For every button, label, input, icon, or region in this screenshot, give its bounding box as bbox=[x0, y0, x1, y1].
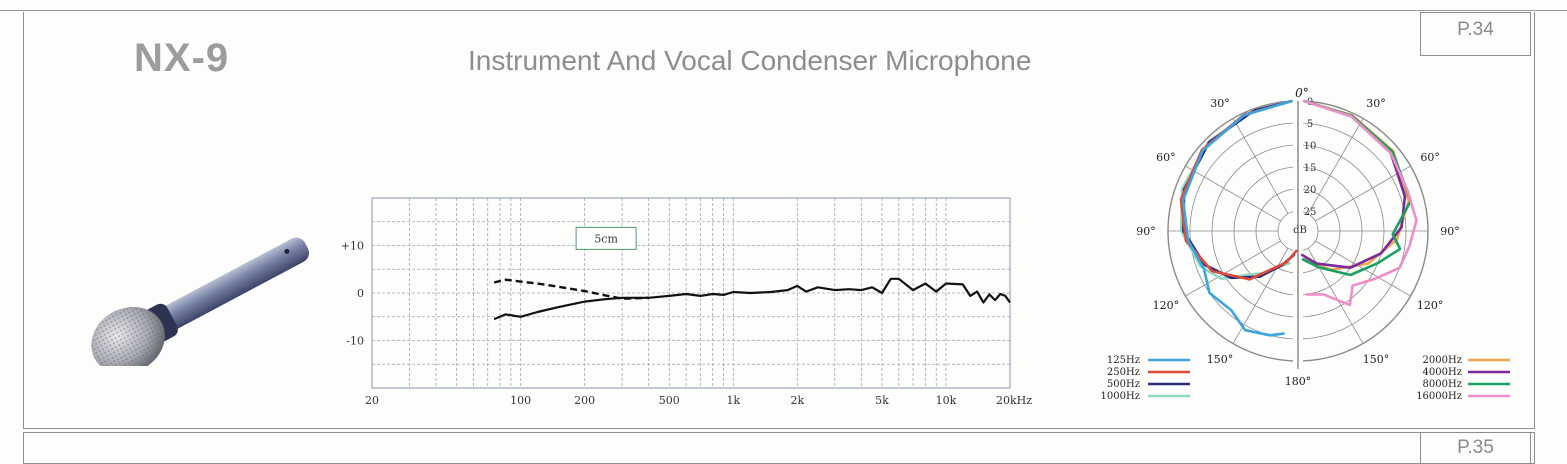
top-rule bbox=[0, 10, 1567, 11]
y-tick-label: 0 bbox=[357, 287, 364, 300]
x-tick-label: 500 bbox=[659, 394, 680, 407]
legend-right-label: 2000Hz bbox=[1423, 355, 1462, 366]
response-curve bbox=[493, 277, 1011, 321]
legend-right-label: 8000Hz bbox=[1423, 379, 1462, 390]
angle-label: 0° bbox=[1295, 86, 1309, 100]
next-page-number-box: P.35 bbox=[1420, 432, 1531, 464]
polar-trace bbox=[1181, 99, 1293, 337]
x-tick-label: 20 bbox=[365, 394, 379, 407]
angle-label: 120° bbox=[1417, 299, 1444, 312]
legend-right-label: 4000Hz bbox=[1423, 367, 1462, 378]
product-panel bbox=[23, 12, 1535, 429]
angle-label: 60° bbox=[1156, 151, 1176, 164]
legend-left-label: 125Hz bbox=[1107, 355, 1140, 366]
x-tick-label: 2k bbox=[790, 394, 804, 407]
x-tick-label: 20kHz bbox=[996, 394, 1032, 407]
polar-trace bbox=[1301, 99, 1413, 277]
annotation-label: 5cm bbox=[594, 232, 618, 245]
microphone-image bbox=[91, 237, 310, 366]
polar-spoke bbox=[1185, 240, 1281, 297]
x-tick-label: 5k bbox=[875, 394, 889, 407]
polar-trace bbox=[1303, 99, 1418, 307]
x-tick-label: 200 bbox=[574, 394, 595, 407]
polar-spoke bbox=[1307, 118, 1364, 214]
angle-label: 30° bbox=[1366, 97, 1386, 110]
ring-label: 20 bbox=[1304, 185, 1317, 196]
angle-label: 180° bbox=[1285, 375, 1312, 388]
ring-label: 15 bbox=[1304, 163, 1317, 174]
angle-label: 120° bbox=[1153, 299, 1180, 312]
angle-label: 150° bbox=[1363, 353, 1390, 366]
next-page-number: P.35 bbox=[1457, 437, 1494, 458]
legend-left-label: 1000Hz bbox=[1101, 391, 1140, 402]
legend-right-label: 16000Hz bbox=[1416, 391, 1462, 402]
x-tick-label: 10k bbox=[936, 394, 957, 407]
polar-pattern-chart: 0510152025dB0°180°30°30°60°60°90°90°120°… bbox=[1101, 86, 1510, 402]
proximity-curve bbox=[493, 278, 649, 300]
angle-label: 90° bbox=[1440, 225, 1460, 238]
ring-label: 25 bbox=[1304, 207, 1317, 218]
model-name: NX-9 bbox=[134, 36, 230, 80]
product-description: Instrument And Vocal Condenser Microphon… bbox=[468, 45, 1032, 76]
frequency-response-chart: +10 0 -10 20 100 200 500 1k 2k 5k 10k 20kHz 5cm bbox=[341, 197, 1032, 407]
page-number-box: P.34 bbox=[1420, 12, 1531, 56]
legend-left-label: 500Hz bbox=[1107, 379, 1140, 390]
legend-left-label: 250Hz bbox=[1107, 367, 1140, 378]
x-tick-label: 1k bbox=[726, 394, 740, 407]
x-tick-label: 100 bbox=[510, 394, 531, 407]
y-tick-label: -10 bbox=[346, 335, 364, 348]
angle-label: 150° bbox=[1207, 353, 1234, 366]
polar-trace bbox=[1303, 99, 1411, 272]
ring-label: 5 bbox=[1307, 119, 1313, 130]
page-number: P.34 bbox=[1457, 19, 1494, 40]
ring-label: 10 bbox=[1304, 141, 1317, 152]
annotation-box bbox=[575, 226, 637, 250]
polar-spoke bbox=[1185, 165, 1281, 222]
angle-label: 90° bbox=[1136, 225, 1156, 238]
polar-spoke bbox=[1232, 118, 1289, 214]
polar-spoke bbox=[1315, 165, 1411, 222]
unit-label: dB bbox=[1293, 225, 1307, 236]
angle-label: 60° bbox=[1420, 151, 1440, 164]
y-tick-label: +10 bbox=[341, 240, 364, 253]
angle-label: 30° bbox=[1210, 97, 1230, 110]
plot-frame bbox=[371, 197, 1011, 389]
next-product-panel bbox=[23, 432, 1535, 464]
